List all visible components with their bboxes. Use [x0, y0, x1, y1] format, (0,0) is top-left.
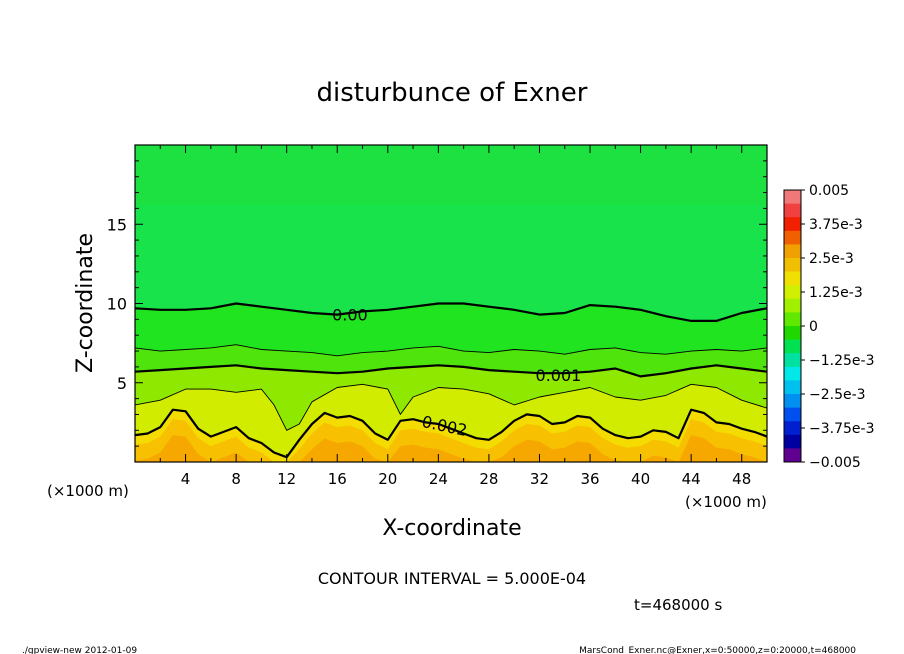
x-tick-label: 16 [328, 470, 347, 488]
colorbar-swatch [784, 339, 801, 354]
contour-label: 0.001 [536, 366, 582, 385]
colorbar-swatch [784, 394, 801, 408]
y-tick-label: 10 [107, 295, 127, 314]
x-tick-label: 24 [429, 470, 448, 488]
x-tick-label: 8 [231, 470, 241, 488]
time-note: t=468000 s [634, 596, 722, 614]
x-tick-label: 32 [530, 470, 549, 488]
colorbar-swatch [784, 421, 801, 436]
y-tick-label: 5 [117, 374, 127, 393]
upper-field-band [135, 145, 767, 205]
chart-title: disturbunce of Exner [317, 78, 588, 108]
colorbar-swatch [784, 285, 801, 300]
x-tick-label: 44 [682, 470, 701, 488]
x-tick-label: 12 [277, 470, 296, 488]
colorbar-swatch [784, 203, 801, 218]
x-unit-right: (×1000 m) [685, 493, 767, 511]
contour-line-major [135, 408, 767, 459]
colorbar-swatch [784, 190, 801, 204]
footer-right: MarsCond_Exner.nc@Exner,x=0:50000,z=0:20… [579, 646, 856, 654]
footer-left: ./gpview-new 2012-01-09 [22, 646, 137, 654]
colorbar-label: 1.25e-3 [809, 285, 863, 301]
colorbar-swatch [784, 366, 801, 381]
contour-fill-band [135, 435, 767, 462]
colorbar-label: −3.75e-3 [809, 421, 874, 437]
y-tick-label: 15 [107, 215, 127, 234]
colorbar-label: 0.005 [809, 183, 849, 199]
contour-interval-note: CONTOUR INTERVAL = 5.000E-04 [318, 569, 586, 588]
colorbar-label: −1.25e-3 [809, 353, 874, 369]
x-tick-label: 36 [580, 470, 599, 488]
x-tick-label: 48 [732, 470, 751, 488]
x-tick-label: 20 [378, 470, 397, 488]
contour-label-text: 0.001 [536, 366, 582, 385]
x-unit-left: (×1000 m) [47, 482, 129, 500]
colorbar-swatch [784, 326, 801, 340]
colorbar-label: −0.005 [809, 455, 861, 471]
colorbar-label: 3.75e-3 [809, 217, 863, 233]
colorbar-swatch [784, 217, 801, 232]
colorbar-swatch [784, 353, 801, 368]
colorbar-swatch [784, 448, 801, 463]
x-tick-label: 28 [479, 470, 498, 488]
plot-area [135, 145, 767, 462]
colorbar-swatch [784, 230, 801, 245]
contour-line-major [135, 302, 767, 322]
colorbar-swatch [784, 380, 801, 395]
colorbar-swatch [784, 258, 801, 272]
contour-fill-band [135, 419, 767, 462]
colorbar-swatch [784, 271, 801, 286]
colorbar-label: −2.5e-3 [809, 387, 866, 403]
contour-line-minor [135, 383, 767, 431]
y-axis-label: Z-coordinate [73, 233, 98, 373]
x-axis-label: X-coordinate [382, 516, 521, 541]
colorbar-label: 2.5e-3 [809, 251, 854, 267]
colorbar-swatch [784, 407, 801, 422]
colorbar-swatch [784, 298, 801, 313]
colorbar-swatch [784, 312, 801, 327]
contour-line-major [135, 364, 767, 378]
contour-label: 0.00 [332, 306, 368, 325]
colorbar-swatch [784, 434, 801, 449]
x-tick-label: 4 [181, 470, 191, 488]
colorbar-swatch [784, 244, 801, 259]
x-tick-label: 40 [631, 470, 650, 488]
contour-label-text: 0.00 [332, 306, 368, 325]
contour-line-minor [135, 344, 767, 357]
colorbar-label: 0 [809, 319, 818, 335]
